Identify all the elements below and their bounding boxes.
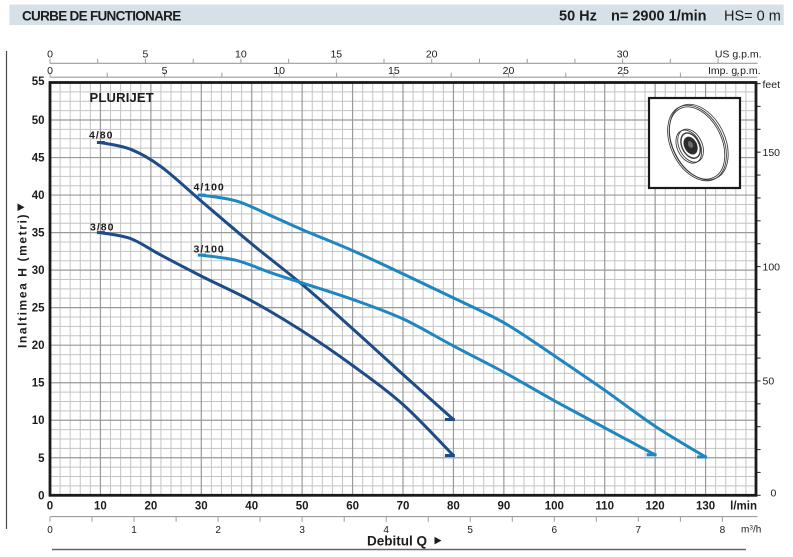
svg-text:4/80: 4/80 bbox=[89, 130, 113, 142]
svg-text:55: 55 bbox=[32, 76, 45, 88]
svg-text:Imp. g.p.m.: Imp. g.p.m. bbox=[708, 65, 761, 77]
svg-text:15: 15 bbox=[32, 378, 45, 390]
svg-text:7: 7 bbox=[636, 525, 642, 536]
svg-text:15: 15 bbox=[388, 65, 400, 77]
svg-text:8: 8 bbox=[720, 525, 726, 536]
svg-text:20: 20 bbox=[503, 65, 515, 77]
svg-text:Debitul Q: Debitul Q bbox=[367, 533, 427, 548]
svg-text:0: 0 bbox=[47, 65, 53, 77]
svg-text:10: 10 bbox=[32, 415, 45, 427]
svg-text:100: 100 bbox=[763, 261, 781, 273]
svg-text:HS= 0 m: HS= 0 m bbox=[724, 8, 781, 24]
svg-text:5: 5 bbox=[142, 49, 148, 61]
svg-text:40: 40 bbox=[32, 190, 45, 202]
svg-text:30: 30 bbox=[617, 49, 629, 61]
svg-text:0: 0 bbox=[47, 49, 53, 61]
svg-text:50: 50 bbox=[296, 501, 309, 513]
svg-text:110: 110 bbox=[595, 501, 614, 513]
svg-text:0: 0 bbox=[47, 525, 53, 536]
svg-text:5: 5 bbox=[467, 525, 473, 536]
svg-text:100: 100 bbox=[545, 501, 564, 513]
svg-text:0: 0 bbox=[47, 501, 53, 513]
svg-text:20: 20 bbox=[145, 501, 158, 513]
svg-text:60: 60 bbox=[346, 501, 359, 513]
svg-text:25: 25 bbox=[32, 303, 45, 315]
svg-text:35: 35 bbox=[32, 228, 45, 240]
svg-text:l/min: l/min bbox=[730, 501, 757, 513]
svg-text:90: 90 bbox=[498, 501, 511, 513]
svg-text:4: 4 bbox=[383, 525, 389, 536]
svg-text:10: 10 bbox=[273, 65, 285, 77]
svg-text:4/100: 4/100 bbox=[194, 181, 225, 193]
svg-text:Inaltimea H (metri): Inaltimea H (metri) bbox=[16, 213, 30, 348]
svg-text:3: 3 bbox=[299, 525, 305, 536]
svg-text:10: 10 bbox=[94, 501, 107, 513]
svg-text:n= 2900 1/min: n= 2900 1/min bbox=[611, 8, 707, 24]
svg-text:3/80: 3/80 bbox=[90, 222, 114, 234]
svg-text:50: 50 bbox=[32, 115, 45, 127]
svg-text:feet: feet bbox=[763, 79, 781, 91]
svg-text:PLURIJET: PLURIJET bbox=[90, 90, 154, 105]
svg-text:130: 130 bbox=[696, 501, 715, 513]
svg-text:45: 45 bbox=[32, 153, 45, 165]
svg-text:0: 0 bbox=[771, 487, 777, 499]
svg-text:2: 2 bbox=[215, 525, 221, 536]
svg-text:5: 5 bbox=[162, 65, 168, 77]
svg-text:5: 5 bbox=[38, 453, 45, 465]
svg-text:70: 70 bbox=[397, 501, 410, 513]
svg-text:3/100: 3/100 bbox=[194, 244, 225, 256]
svg-text:30: 30 bbox=[32, 265, 45, 277]
svg-text:50: 50 bbox=[763, 376, 775, 388]
svg-text:0: 0 bbox=[38, 490, 44, 502]
svg-text:CURBE DE FUNCTIONARE: CURBE DE FUNCTIONARE bbox=[22, 8, 181, 23]
svg-text:10: 10 bbox=[235, 49, 247, 61]
svg-text:US g.p.m.: US g.p.m. bbox=[715, 49, 762, 61]
svg-text:40: 40 bbox=[245, 501, 258, 513]
svg-text:50 Hz: 50 Hz bbox=[559, 8, 597, 24]
svg-text:25: 25 bbox=[617, 65, 629, 77]
svg-text:6: 6 bbox=[552, 525, 558, 536]
svg-text:150: 150 bbox=[763, 147, 781, 159]
svg-text:m3/h: m3/h bbox=[741, 525, 761, 536]
svg-text:120: 120 bbox=[646, 501, 665, 513]
svg-text:80: 80 bbox=[447, 501, 460, 513]
svg-text:20: 20 bbox=[32, 340, 45, 352]
svg-text:1: 1 bbox=[131, 525, 137, 536]
svg-text:15: 15 bbox=[330, 49, 342, 61]
svg-text:30: 30 bbox=[195, 501, 208, 513]
svg-text:20: 20 bbox=[426, 49, 438, 61]
